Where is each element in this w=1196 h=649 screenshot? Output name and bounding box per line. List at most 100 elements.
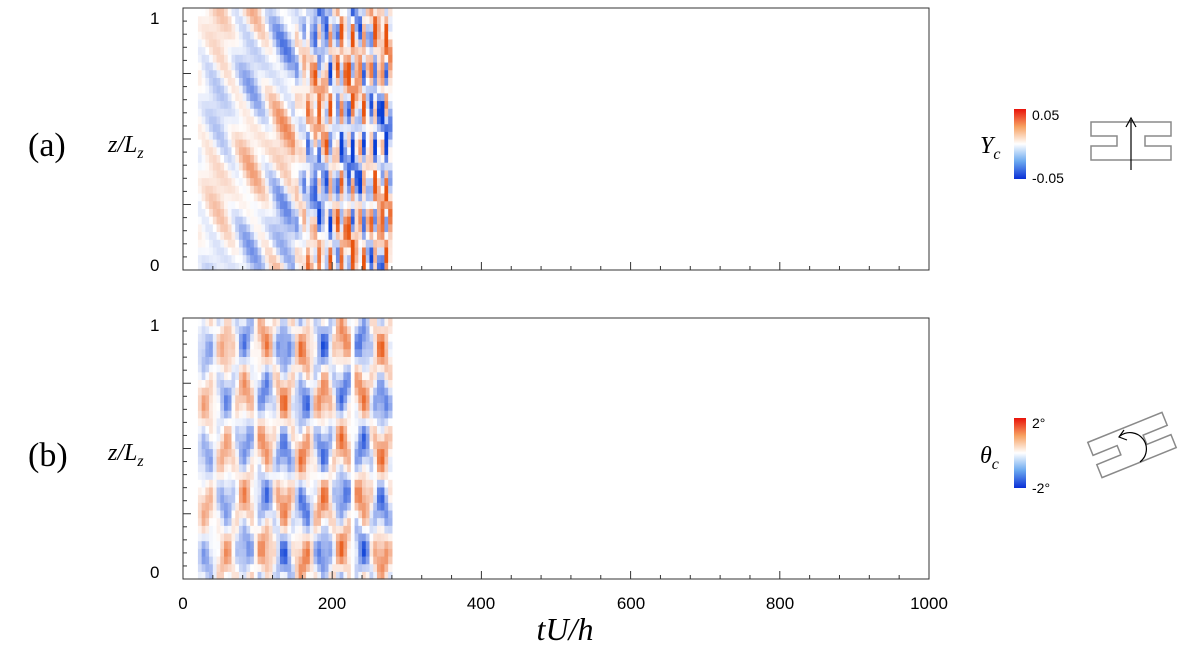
heat-cell — [354, 410, 359, 419]
heat-cell — [261, 486, 266, 496]
heat-cell — [376, 456, 382, 465]
heat-cell — [309, 123, 315, 132]
heat-cell — [279, 15, 285, 25]
heat-cell — [380, 154, 386, 163]
heat-cell — [384, 108, 389, 117]
heat-cell — [224, 356, 229, 365]
heat-cell — [287, 371, 292, 381]
heat-cell — [265, 131, 270, 140]
heat-cell — [216, 402, 221, 411]
heat-cell — [235, 46, 240, 55]
heat-cell — [209, 517, 214, 526]
heat-cell — [205, 216, 210, 225]
heat-cell — [216, 262, 221, 271]
heat-cell — [283, 31, 289, 40]
heat-cell — [287, 571, 292, 580]
heat-cell — [283, 509, 289, 519]
heat-cell — [343, 494, 348, 503]
heat-cell — [209, 364, 214, 373]
heat-cell — [283, 123, 289, 132]
heat-cell — [265, 100, 270, 109]
heat-cell — [313, 356, 318, 365]
heat-cell — [294, 246, 300, 256]
heat-cell — [283, 231, 289, 240]
heat-cell — [332, 555, 337, 565]
heat-cell — [279, 356, 285, 365]
heat-cell — [231, 154, 236, 163]
heat-cell — [347, 387, 352, 396]
heat-cell — [347, 123, 352, 132]
heat-cell — [250, 131, 255, 140]
heat-cell — [350, 177, 356, 186]
heat-cell — [362, 555, 367, 565]
heat-cell — [376, 23, 382, 32]
heat-cell — [216, 223, 221, 233]
heat-cell — [321, 69, 326, 78]
heat-cell — [238, 131, 244, 140]
heat-cell — [201, 348, 206, 357]
heat-cell — [313, 540, 318, 549]
heat-cell — [268, 394, 274, 404]
heat-cell — [265, 555, 270, 565]
heat-cell — [388, 8, 393, 17]
heat-cell — [272, 200, 277, 209]
heat-cell — [343, 239, 348, 248]
heat-cell — [276, 371, 281, 381]
heat-cell — [220, 494, 225, 503]
heat-cell — [358, 216, 363, 225]
heat-cell — [298, 540, 303, 549]
heat-cell — [313, 479, 318, 488]
heat-cell — [287, 69, 292, 78]
heat-cell — [321, 169, 326, 179]
heat-cell — [242, 169, 248, 179]
heat-cell — [276, 532, 281, 542]
heat-cell — [358, 38, 363, 48]
heat-cell — [306, 525, 311, 534]
heat-cell — [298, 208, 303, 217]
heat-cell — [227, 356, 233, 365]
heat-cell — [201, 185, 206, 194]
heat-cell — [224, 239, 229, 248]
heat-cell — [347, 425, 352, 434]
heat-cell — [283, 239, 289, 248]
heat-cell — [257, 92, 262, 102]
heat-cell — [369, 200, 374, 209]
heat-cell — [335, 502, 341, 511]
heat-cell — [279, 471, 285, 480]
heat-cell — [201, 494, 206, 503]
heat-cell — [212, 239, 218, 248]
heat-cell — [302, 517, 307, 526]
heat-cell — [294, 177, 300, 186]
heat-cell — [279, 433, 285, 442]
heat-cell — [328, 517, 333, 526]
heat-cell — [347, 162, 352, 171]
heat-cell — [302, 425, 307, 434]
heat-cell — [253, 509, 259, 519]
heat-cell — [302, 394, 307, 404]
heat-cell — [235, 8, 240, 17]
heat-cell — [343, 532, 348, 542]
heat-cell — [220, 162, 225, 171]
heat-cell — [380, 146, 386, 156]
heat-cell — [250, 31, 255, 40]
heat-cell — [238, 532, 244, 542]
heat-cell — [197, 571, 203, 580]
heat-cell — [227, 532, 233, 542]
heat-cell — [358, 417, 363, 427]
heat-cell — [324, 463, 330, 473]
heat-cell — [276, 216, 281, 225]
heat-cell — [216, 92, 221, 102]
heat-cell — [205, 525, 210, 534]
heat-cell — [250, 379, 255, 388]
heat-cell — [212, 54, 218, 63]
heat-cell — [328, 394, 333, 404]
heat-cell — [261, 371, 266, 381]
heat-cell — [283, 440, 289, 450]
heat-cell — [201, 208, 206, 217]
heat-cell — [302, 192, 307, 202]
heat-cell — [242, 61, 248, 71]
heat-cell — [246, 417, 251, 427]
heat-cell — [335, 471, 341, 480]
heat-cell — [216, 379, 221, 388]
heat-cell — [253, 162, 259, 171]
